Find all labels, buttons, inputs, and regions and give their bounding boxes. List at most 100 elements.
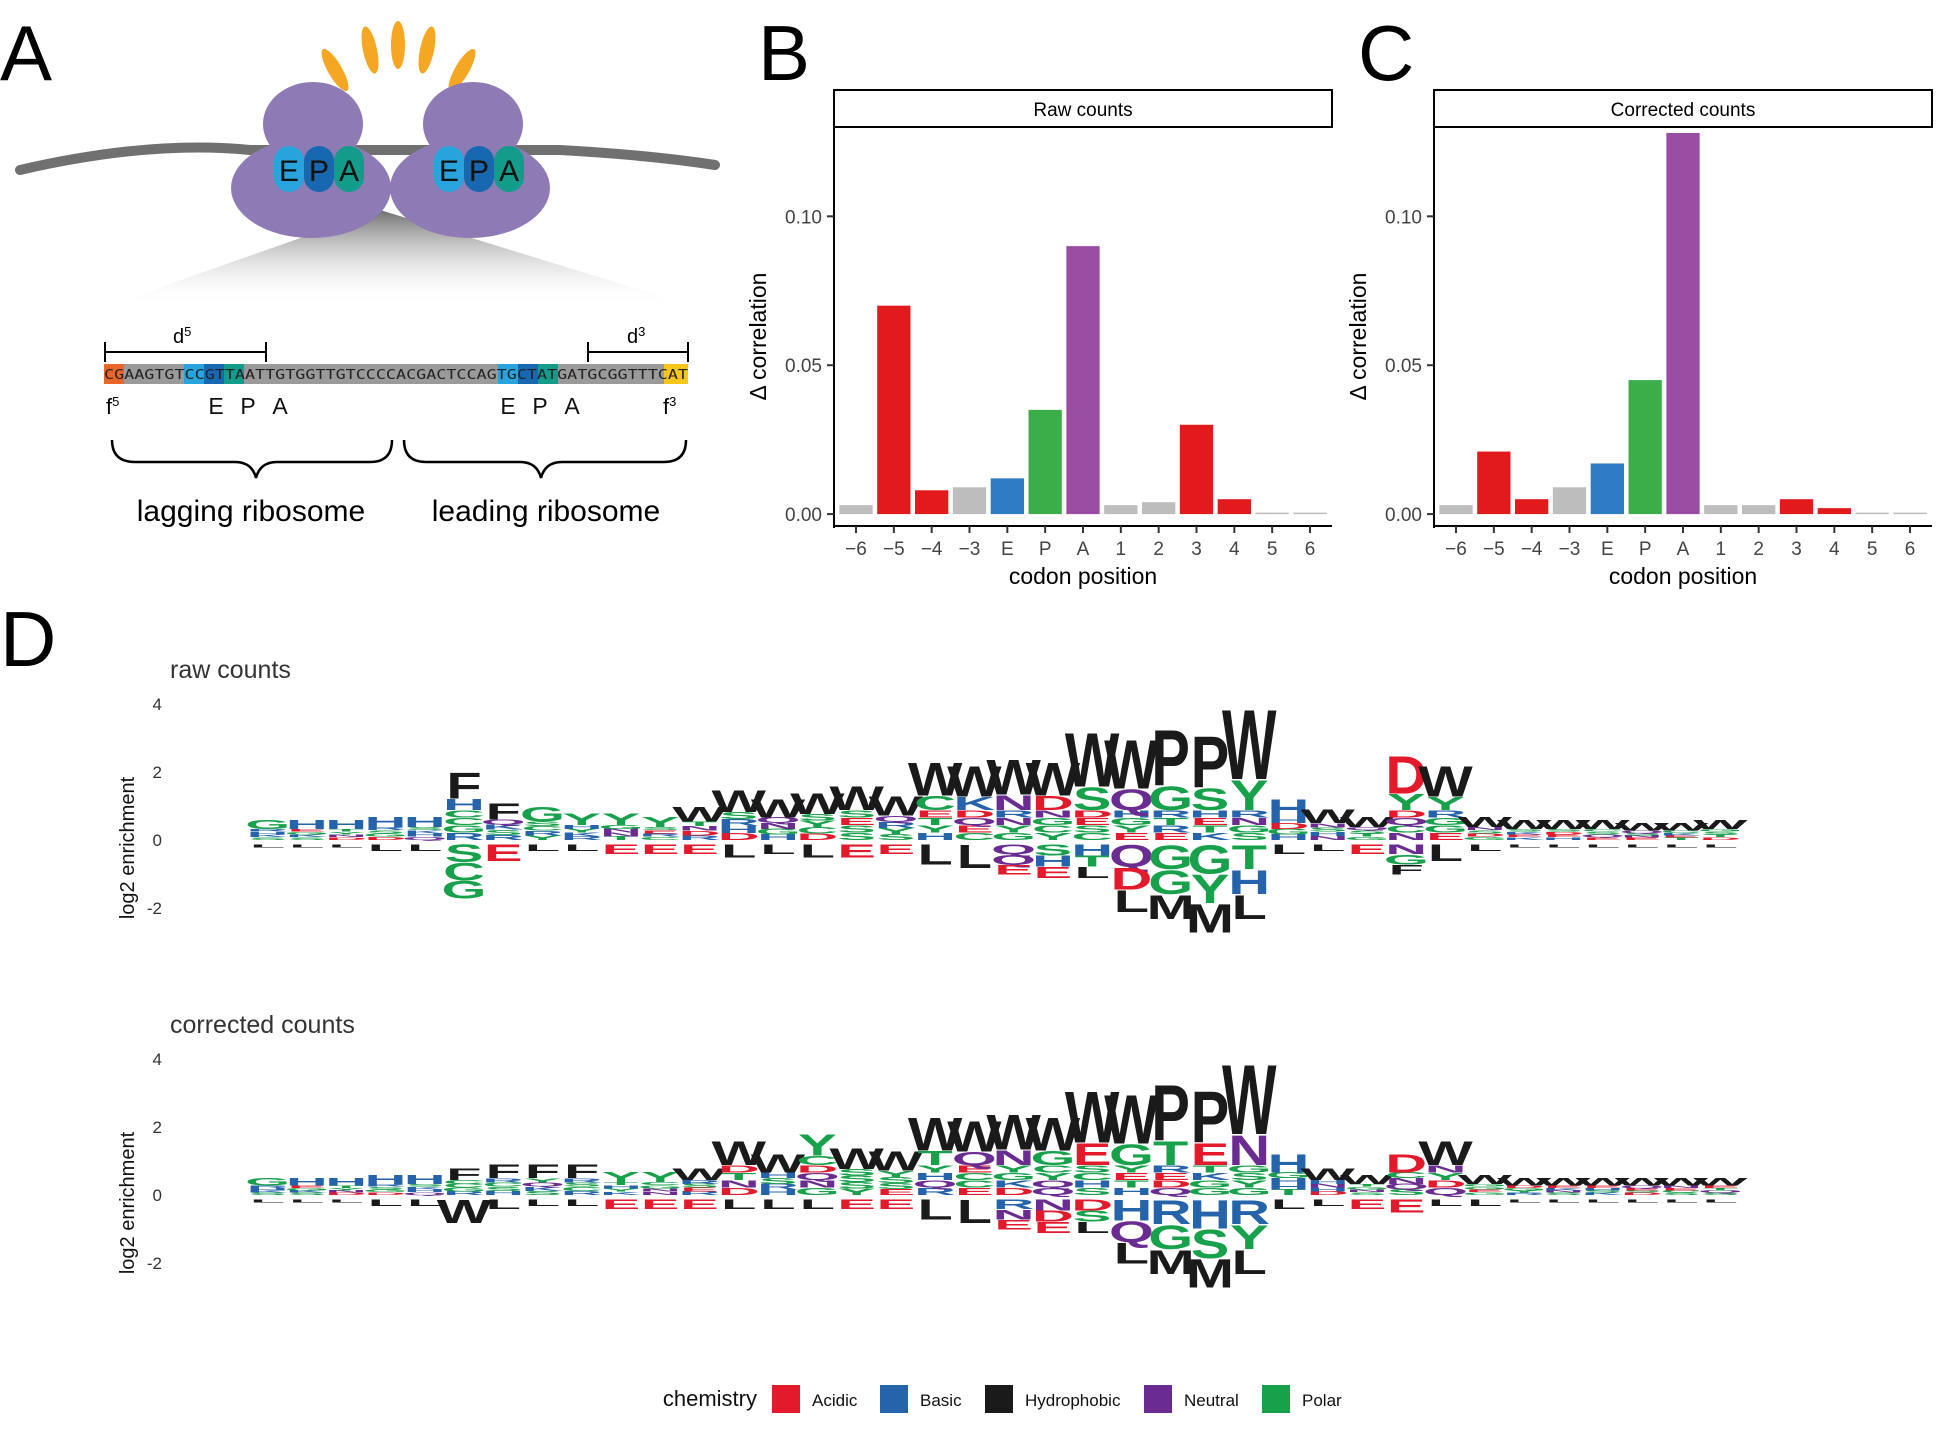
x-axis-title: codon position bbox=[1009, 563, 1157, 589]
sequence-site-label: P bbox=[240, 393, 255, 419]
logo-letter: E bbox=[680, 1196, 719, 1212]
logo-letter: L bbox=[1546, 1198, 1581, 1203]
logo-letter: L bbox=[329, 843, 364, 848]
logo-letter: N bbox=[1542, 1190, 1584, 1194]
logo-letter: C bbox=[639, 836, 681, 841]
logo-letter: W bbox=[829, 780, 884, 818]
logo-letter: Y bbox=[1426, 793, 1464, 814]
logo-letter: L bbox=[760, 1196, 795, 1212]
logo-letter: G bbox=[520, 803, 565, 826]
x-tick-label: −6 bbox=[1445, 539, 1467, 560]
logo-letter: N bbox=[325, 1190, 367, 1194]
leading-brace bbox=[402, 439, 688, 479]
x-axis-title: codon position bbox=[1609, 563, 1757, 589]
sequence-site-label: A bbox=[272, 393, 288, 419]
logo-letter: E bbox=[1583, 836, 1622, 840]
logo-letter: Y bbox=[916, 1163, 955, 1175]
logo-letter: Q bbox=[1619, 830, 1664, 834]
logo-letter: Y bbox=[994, 1163, 1033, 1175]
logo-letter: L bbox=[1428, 1197, 1463, 1208]
logo-letter: N bbox=[718, 1178, 760, 1190]
logo-letter: L bbox=[1310, 1197, 1345, 1208]
logo-y-tick-label: 4 bbox=[153, 1050, 162, 1069]
facet-title: Raw counts bbox=[1033, 100, 1132, 121]
logo-letter: C bbox=[1385, 823, 1427, 835]
bar-11 bbox=[1255, 512, 1289, 515]
logo-letter: T bbox=[1153, 1135, 1188, 1173]
logo-letter: G bbox=[1148, 1218, 1193, 1257]
logo-letter: S bbox=[484, 1186, 522, 1193]
logo-letter: S bbox=[523, 1190, 561, 1197]
logo-letter: W bbox=[712, 1135, 767, 1173]
logo-letter: N bbox=[1032, 1196, 1074, 1213]
logo-letter: W bbox=[1654, 821, 1710, 833]
d5-bracket bbox=[104, 342, 267, 362]
logo-letter: Q bbox=[402, 836, 447, 841]
logo-letter: H bbox=[365, 814, 407, 831]
logo-letter: N bbox=[325, 834, 367, 838]
logo-letter: H bbox=[757, 1171, 799, 1180]
logo-letter: H bbox=[914, 1170, 956, 1182]
logo-letter: D bbox=[718, 831, 760, 842]
logo-letter: R bbox=[365, 826, 407, 831]
bar-chart-raw-counts: Raw counts 0.00 0.05 0.10 −6 −5 −4 −3 E P A 1 2 3 4 5 6 c… bbox=[745, 89, 1333, 589]
logo-letter: L bbox=[1428, 840, 1463, 866]
logo-letter: L bbox=[1663, 1198, 1698, 1203]
logo-letter: R bbox=[443, 830, 485, 842]
lagging-site-e bbox=[274, 146, 304, 192]
logo-letter: Q bbox=[1345, 826, 1390, 831]
logo-letter: C bbox=[954, 1178, 996, 1190]
logo-letter: E bbox=[680, 1187, 719, 1193]
sequence-site-label: P bbox=[532, 393, 547, 419]
logo-letter: E bbox=[1662, 1187, 1700, 1191]
logo-letter: Q bbox=[1423, 1185, 1468, 1197]
collision-burst-icon bbox=[321, 21, 476, 92]
logo-letter: C bbox=[796, 1153, 838, 1168]
logo-letter: L bbox=[1467, 1197, 1502, 1208]
logo-letter: D bbox=[1032, 1208, 1074, 1225]
logo-letter: E bbox=[1034, 864, 1073, 881]
logo-letter: G bbox=[1109, 1138, 1154, 1172]
logo-letter: H bbox=[247, 1187, 289, 1191]
logo-letter: R bbox=[679, 1190, 721, 1196]
logo-letter: R bbox=[482, 834, 524, 842]
logo-letter: G bbox=[441, 823, 486, 835]
logo-letter: E bbox=[1112, 1170, 1151, 1182]
logo-letter: W bbox=[1104, 725, 1159, 804]
x-tick-label: −4 bbox=[1521, 539, 1543, 560]
x-tick-label: 3 bbox=[1791, 539, 1802, 560]
logo-letter: D bbox=[325, 1192, 367, 1196]
logo-letter: Y bbox=[798, 819, 837, 829]
logo-letter: G bbox=[1109, 815, 1154, 827]
y-tick-label: 0.00 bbox=[785, 505, 822, 526]
logo-letter: E bbox=[1701, 1185, 1739, 1189]
logo-letter: F bbox=[446, 766, 481, 807]
logo-letter: L bbox=[1506, 843, 1541, 848]
logo-letter: L bbox=[564, 842, 599, 853]
logo-letter: W bbox=[1575, 817, 1630, 831]
logo-letter: C bbox=[1582, 828, 1624, 832]
bar-10 bbox=[1817, 508, 1851, 515]
logo-letter: K bbox=[404, 1186, 446, 1190]
logo-letter: Y bbox=[877, 826, 916, 835]
x-tick-label: A bbox=[1077, 539, 1090, 560]
logo-letter: D bbox=[1032, 792, 1074, 814]
logo-letter: L bbox=[407, 1197, 442, 1208]
logo-letter: Y bbox=[877, 1169, 916, 1178]
logo-letter: S bbox=[1191, 1221, 1230, 1267]
logo-letter: H bbox=[1268, 816, 1310, 825]
logo-letter: K bbox=[954, 793, 996, 814]
lagging-site-label-p: P bbox=[309, 155, 329, 188]
leading-site-label-e: E bbox=[439, 155, 459, 188]
